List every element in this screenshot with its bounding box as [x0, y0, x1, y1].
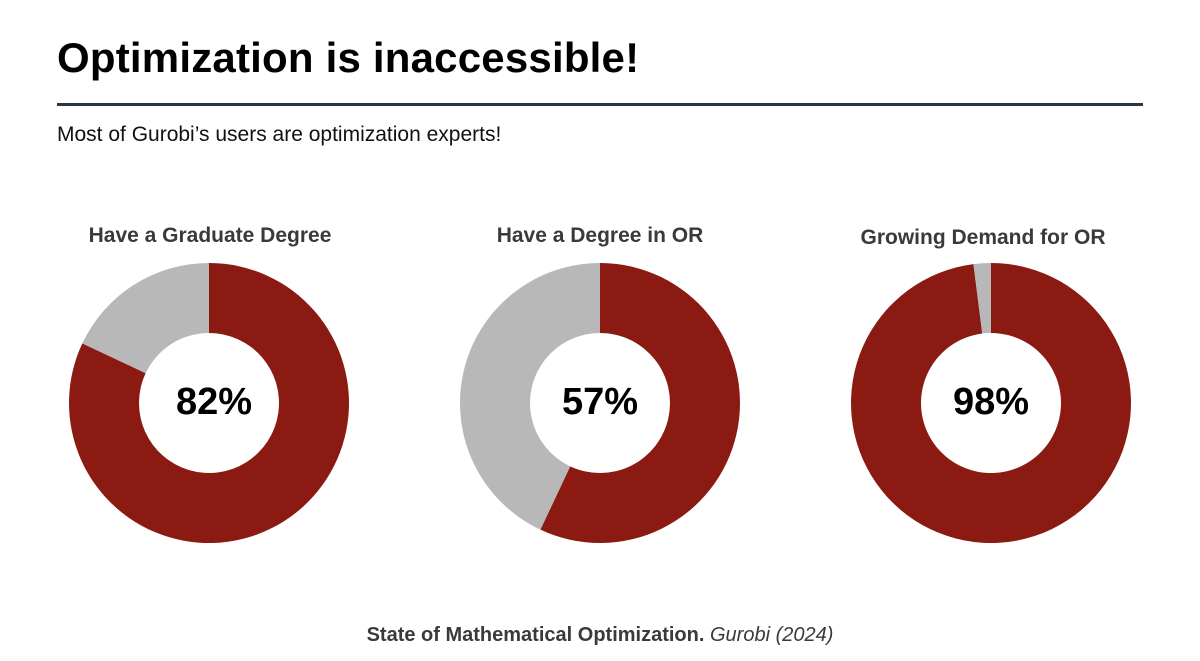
- chart-title-growing-demand: Growing Demand for OR: [860, 226, 1106, 249]
- title-divider: [57, 103, 1143, 106]
- slice-remainder: [82, 263, 209, 374]
- slide-subtitle: Most of Gurobi’s users are optimization …: [57, 123, 502, 146]
- citation-source: State of Mathematical Optimization.: [366, 624, 705, 646]
- chart-title-graduate-degree: Have a Graduate Degree: [88, 224, 332, 247]
- slice-remainder: [973, 263, 991, 334]
- chart-title-degree-in-or: Have a Degree in OR: [496, 224, 704, 247]
- slice-remainder: [459, 263, 600, 530]
- slide-title: Optimization is inaccessible!: [57, 34, 640, 81]
- citation: State of Mathematical Optimization. Guro…: [0, 624, 1200, 647]
- citation-author: Gurobi (2024): [709, 624, 834, 646]
- slice-primary: [851, 263, 1131, 543]
- chart-value-growing-demand: 98%: [952, 381, 1030, 423]
- donut-chart-growing-demand: [851, 263, 1131, 543]
- slice-primary: [540, 263, 740, 543]
- chart-value-graduate-degree: 82%: [175, 381, 253, 423]
- chart-value-degree-in-or: 57%: [561, 381, 639, 423]
- donut-chart-graduate-degree: [68, 263, 350, 543]
- donut-chart-degree-in-or: [459, 263, 740, 543]
- slice-primary: [68, 263, 350, 543]
